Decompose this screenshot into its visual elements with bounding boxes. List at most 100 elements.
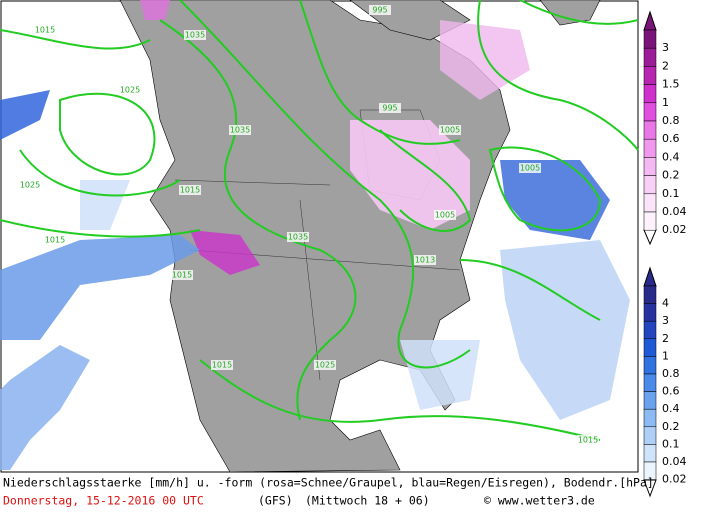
isobar-label: 1025 [315,361,335,370]
isobar-label-bg [229,125,251,135]
colorbar-label: 2 [662,59,669,72]
isobar-label: 1005 [520,164,540,173]
isobar-label-bg [434,210,456,220]
isobar-label: 1025 [20,181,40,190]
isobar-label-bg [19,180,41,190]
isobar-label-bg [184,30,206,40]
colorbar-label: 4 [662,297,669,310]
colorbar-step [643,47,657,67]
colorbar-step [643,175,657,195]
isobar-label-bg [414,255,436,265]
rain-area [0,345,90,470]
colorbar-step [643,138,657,158]
isobar-label: 1005 [440,126,460,135]
colorbar-step [643,120,657,140]
isobar-label-bg [44,235,66,245]
colorbar-step [643,29,657,49]
colorbar-label: 3 [662,41,669,54]
colorbar-label: 3 [662,314,669,327]
colorbar-step [643,84,657,104]
footer-credit: © www.wetter3.de [484,494,595,508]
colorbar-label: 0.8 [662,367,680,380]
colorbar-step [643,356,657,375]
colorbar-step [643,193,657,213]
isobar-label: 1015 [212,361,232,370]
colorbar-label: 1.5 [662,78,680,91]
labels: 1015103510251025101510351015995100599510… [19,5,687,486]
colorbar-label: 0.6 [662,385,680,398]
colorbar-label: 0.02 [662,223,687,236]
colorbar-step [643,66,657,85]
snow-area [350,120,470,230]
isobar-label-bg [439,125,461,135]
colorbar-step [643,426,657,445]
footer-description: Niederschlagsstaerke [mm/h] u. -form (ro… [3,476,654,490]
colorbar-label: 0.04 [662,455,687,468]
snow-area [190,230,260,275]
colorbar-step [643,320,657,340]
footer-date: Donnerstag, 15-12-2016 00 UTC [3,494,204,508]
rain-area [500,160,610,240]
colorbar-label: 1 [662,349,669,362]
land [539,0,601,26]
isobar-label: 1013 [415,256,435,265]
isobar-label-bg [379,103,401,113]
colorbar-label: 0.1 [662,187,680,200]
footer-model: (GFS) [258,494,293,508]
snow-area [140,0,170,20]
footer-run: (Mittwoch 18 + 06) [305,494,430,508]
isobar-label: 1005 [435,211,455,220]
colorbar-label: 0.1 [662,437,680,450]
colorbar-label: 0.8 [662,114,680,127]
colorbar-label: 0.02 [662,473,687,486]
isobar-label: 1035 [185,31,205,40]
colorbar-label: 0.4 [662,150,680,163]
isobar-label: 1015 [35,26,55,35]
isobar-label: 1015 [180,186,200,195]
isobar-label-bg [314,360,336,370]
isobar-label-bg [171,270,193,280]
isobar-label-bg [211,360,233,370]
isobar-label: 995 [372,6,387,15]
colorbars [643,10,657,498]
colorbar-step [643,408,657,428]
colorbar-label: 1 [662,96,669,109]
isobar-label: 1035 [288,233,308,242]
colorbar-step [643,157,657,176]
colorbar-label: 0.6 [662,132,680,145]
isobar-label-bg [519,163,541,173]
colorbar-label: 0.4 [662,402,680,415]
colorbar-step [643,391,657,410]
colorbar-label: 0.04 [662,205,687,218]
rain-area [500,240,630,420]
rain-area [0,235,200,340]
colorbar-step [643,373,657,392]
isobar-label: 1015 [578,436,598,445]
isobar-label-bg [577,435,599,445]
colorbar-label: 0.2 [662,169,680,182]
isobar-label-bg [287,232,309,242]
colorbar-label: 0.2 [662,420,680,433]
isobar-label: 1035 [230,126,250,135]
isobar-label-bg [119,85,141,95]
isobar-label: 1015 [172,271,192,280]
map [0,0,639,473]
colorbar-step [643,444,657,463]
isobar-label: 1025 [120,86,140,95]
colorbar-step [643,303,657,322]
colorbar-step [643,461,657,480]
isobar-label-bg [369,5,391,15]
rain-area [80,180,130,230]
colorbar-label: 2 [662,332,669,345]
isobar-label: 995 [382,104,397,113]
isobar-label-bg [34,25,56,35]
isobar-label-bg [179,185,201,195]
colorbar-arrow [643,479,657,498]
colorbar-step [643,211,657,231]
footer: Niederschlagsstaerke [mm/h] u. -form (ro… [3,476,654,508]
colorbar-step [643,102,657,122]
borders [174,109,461,381]
isobar-label: 1015 [45,236,65,245]
rain-area [0,90,50,140]
